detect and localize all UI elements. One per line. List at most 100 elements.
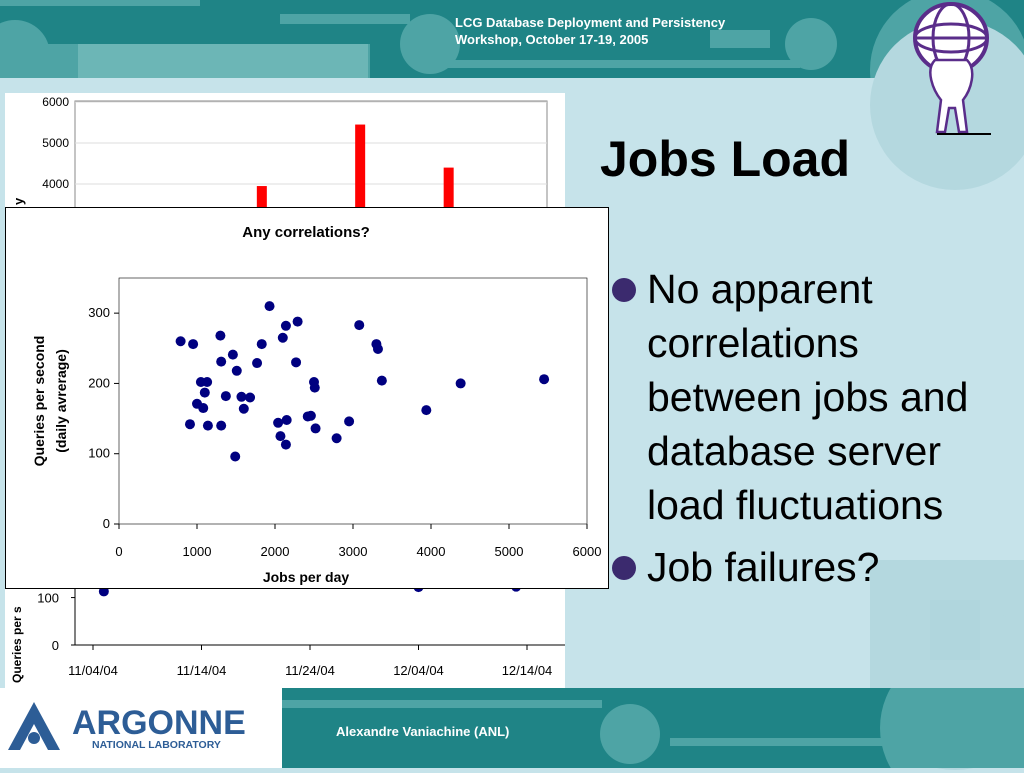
lower-x-tick-label: 12/04/04 (393, 663, 444, 678)
scatter-point (372, 343, 383, 354)
lower-y-tick-label: 100 (37, 591, 59, 606)
header-decor-bar (710, 30, 770, 48)
scatter-point (252, 358, 263, 369)
x-tick-label: 3000 (339, 544, 368, 559)
x-tick-label: 2000 (261, 544, 290, 559)
scatter-point (354, 320, 365, 331)
scatter-point (230, 451, 241, 462)
x-tick-label: 4000 (417, 544, 446, 559)
workshop-line-1: LCG Database Deployment and Persistency (455, 15, 726, 30)
scatter-point (245, 392, 256, 403)
argonne-logo-name: ARGONNE (72, 704, 246, 742)
lower-x-tick-label: 11/14/04 (177, 663, 227, 678)
scatter-point (216, 420, 227, 431)
scatter-point (231, 365, 242, 376)
atlas-logo-icon (905, 0, 1000, 140)
scatter-point (331, 433, 342, 444)
scatter-point (198, 403, 209, 414)
scatter-point (220, 391, 231, 402)
y-tick-label: 200 (88, 375, 110, 390)
workshop-title: LCG Database Deployment and Persistency … (455, 14, 725, 48)
scatter-point (202, 377, 213, 388)
chart-title: Any correlations? (242, 224, 370, 241)
scatter-point (281, 414, 292, 425)
lower-x-tick-label: 11/24/04 (285, 663, 335, 678)
header-decor-bar (78, 44, 368, 78)
bg-decor-arrow (930, 600, 980, 660)
lower-y-axis-label: Queries per s (10, 606, 24, 683)
scatter-point (292, 316, 303, 327)
scatter-point (455, 378, 466, 389)
scatter-point (238, 403, 249, 414)
y-tick-label: 300 (88, 305, 110, 320)
header-decor-bar (280, 14, 410, 24)
x-tick-label: 0 (115, 544, 122, 559)
correlation-chart-svg: Any correlations? 0 100 200 300 0 1000 2000 30… (31, 224, 602, 585)
scatter-point (309, 382, 320, 393)
scatter-point (421, 405, 432, 416)
plot-area (118, 277, 588, 525)
footer-decor-bar (282, 700, 602, 708)
scatter-point (199, 387, 210, 398)
scatter-point (275, 431, 286, 442)
scatter-point (273, 417, 284, 428)
argonne-logo-icon: ARGONNE NATIONAL LABORATORY (0, 688, 282, 768)
bullet-item: Job failures? (612, 540, 1012, 594)
scatter-point (376, 375, 387, 386)
x-tick-label: 5000 (495, 544, 524, 559)
footer-decor-bar (670, 738, 900, 746)
bullet-item: No apparent correlations between jobs an… (612, 262, 1012, 532)
x-tick-label: 6000 (573, 544, 602, 559)
scatter-point (215, 330, 226, 341)
slide-title: Jobs Load (600, 131, 851, 187)
bar-y-tick-label: 4000 (42, 177, 69, 191)
bar-y-axis-label: y (11, 197, 26, 205)
bar-y-tick-label: 6000 (42, 95, 69, 109)
bar-mark (256, 186, 267, 211)
scatter-point (184, 419, 195, 430)
scatter-point (291, 357, 302, 368)
x-axis-label: Jobs per day (263, 569, 350, 585)
correlation-chart: Any correlations? 0 100 200 300 0 1000 2000 30… (5, 207, 609, 589)
header-decor-bar (420, 60, 800, 68)
scatter-point (310, 423, 321, 434)
scatter-point (344, 416, 355, 427)
footer-decor-circle (600, 704, 660, 764)
lower-y-tick-label: 0 (52, 638, 59, 653)
y-axis-label-line-2: (daily avrerage) (53, 349, 69, 453)
scatter-point (236, 391, 247, 402)
y-tick-label: 0 (103, 516, 110, 531)
x-tick-label: 1000 (183, 544, 212, 559)
scatter-point (216, 356, 227, 367)
bar-y-tick-label: 5000 (42, 136, 69, 150)
workshop-line-2: Workshop, October 17-19, 2005 (455, 32, 649, 47)
header-decor-bar (0, 0, 200, 6)
header-decor-circle (785, 18, 837, 70)
bullet-icon (612, 556, 636, 580)
lower-x-tick-label: 12/14/04 (502, 663, 553, 678)
scatter-point (280, 439, 291, 450)
scatter-point (256, 339, 267, 350)
y-tick-label: 100 (88, 446, 110, 461)
argonne-logo-sub: NATIONAL LABORATORY (92, 739, 221, 751)
lower-x-tick-label: 11/04/04 (68, 663, 118, 678)
scatter-point (227, 349, 238, 360)
scatter-point (280, 320, 291, 331)
y-axis-label-line-1: Queries per second (31, 336, 47, 467)
scatter-point (539, 374, 550, 385)
scatter-point (305, 410, 316, 421)
author-name: Alexandre Vaniachine (ANL) (336, 724, 510, 739)
scatter-point (175, 336, 186, 347)
bar-mark (443, 167, 454, 211)
bullet-text: Job failures? (647, 544, 880, 590)
bullet-icon (612, 278, 636, 302)
bar-plot-area (74, 100, 548, 212)
bullet-text: No apparent correlations between jobs an… (647, 266, 969, 528)
scatter-point (188, 339, 199, 350)
header-band: LCG Database Deployment and Persistency … (0, 0, 1024, 78)
bullet-list: No apparent correlations between jobs an… (612, 262, 1012, 602)
footer-decor-circle (880, 688, 1024, 768)
scatter-point (264, 301, 275, 312)
bar-mark (355, 124, 366, 211)
